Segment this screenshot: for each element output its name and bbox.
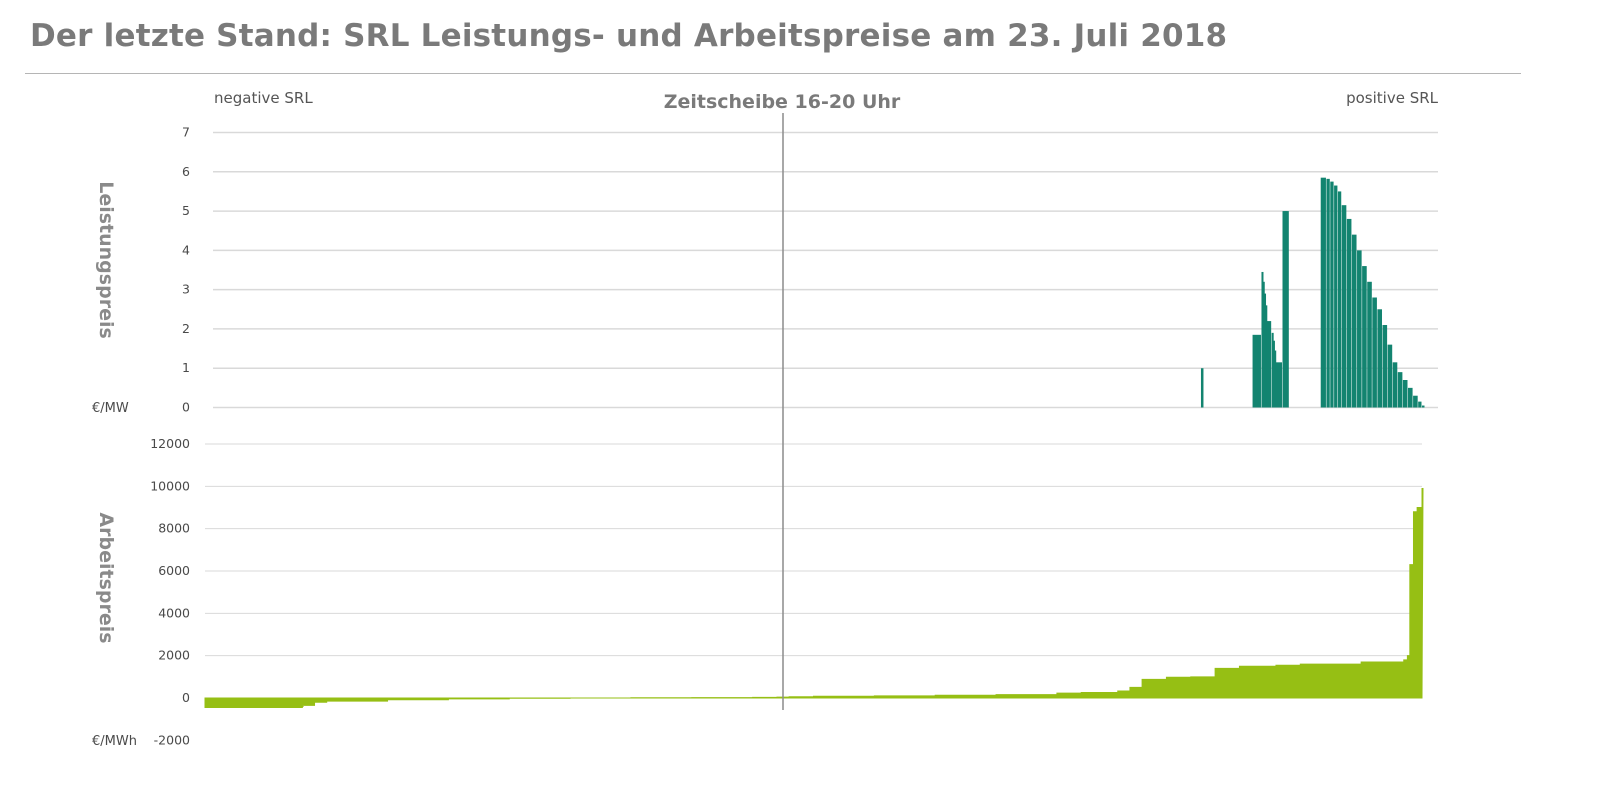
leistungspreis-bar (1337, 191, 1342, 408)
top-y-tick-label: 0 (182, 400, 190, 415)
leistungspreis-bar (1372, 297, 1377, 408)
grid-lines (205, 131, 1438, 699)
leistungspreis-bar (1266, 321, 1272, 408)
bottom-y-tick-label: 6000 (158, 563, 190, 578)
y-tick-labels: 7 6 5 4 3 2 1 0 12000 10000 8000 6000 4000 2000 0 -2000 (150, 125, 190, 748)
leistungspreis-bar (1326, 178, 1330, 408)
top-unit-label: €/MW (92, 401, 129, 416)
leistungspreis-bar (1272, 340, 1275, 408)
negative-srl-label: negative SRL (214, 89, 313, 107)
leistungspreis-bar (1200, 368, 1204, 408)
positive-srl-label: positive SRL (1346, 89, 1439, 107)
leistungspreis-bar (1264, 293, 1267, 408)
leistungspreis-bar (1422, 405, 1425, 408)
leistungspreis-bar (1357, 250, 1362, 408)
leistungspreis-bar (1397, 372, 1403, 408)
leistungspreis-bar (1351, 234, 1357, 408)
chart-title: Zeitscheibe 16-20 Uhr (664, 91, 901, 113)
bottom-axis-title: Arbeitspreis (95, 512, 117, 643)
leistungspreis-bar (1377, 309, 1383, 408)
top-y-tick-label: 3 (182, 282, 190, 297)
leistungspreis-bar (1341, 205, 1347, 408)
leistungspreis-bar (1382, 325, 1388, 408)
leistungspreis-bar (1413, 395, 1418, 408)
leistungspreis-bar (1286, 211, 1289, 408)
leistungspreis-bar (1387, 344, 1393, 408)
top-y-tick-label: 2 (182, 321, 190, 336)
leistungspreis-bar (1392, 362, 1398, 408)
bottom-y-tick-label: 0 (182, 690, 190, 705)
leistungspreis-bar (1262, 281, 1265, 408)
leistungspreis-bar (1271, 332, 1274, 408)
bottom-y-tick-label: 4000 (158, 605, 190, 620)
leistungspreis-bar (1265, 305, 1268, 408)
top-y-tick-label: 7 (182, 125, 190, 140)
leistungspreis-bar (1346, 218, 1352, 408)
leistungspreis-bar (1283, 211, 1286, 408)
top-y-tick-label: 4 (182, 242, 190, 257)
top-y-tick-label: 6 (182, 164, 190, 179)
leistungspreis-bar (1367, 281, 1372, 408)
leistungspreis-bar (1274, 350, 1277, 408)
leistungspreis-bar (1330, 181, 1334, 408)
top-y-tick-label: 1 (182, 360, 190, 375)
leistungspreis-bar (1407, 387, 1413, 408)
bottom-y-tick-label: 12000 (150, 436, 190, 451)
leistungspreis-bar (1334, 185, 1338, 408)
arbeitspreis-area (204, 487, 1424, 709)
bottom-y-tick-label: 10000 (150, 478, 190, 493)
bottom-y-tick-label: 2000 (158, 648, 190, 663)
title-rule (25, 73, 1521, 74)
bottom-y-tick-label: 8000 (158, 521, 190, 536)
bottom-y-tick-label: -2000 (154, 732, 190, 747)
page-title: Der letzte Stand: SRL Leistungs- und Arb… (30, 18, 1228, 54)
top-axis-title: Leistungspreis (95, 181, 117, 339)
leistungspreis-bar (1261, 271, 1264, 408)
leistungspreis-bar (1362, 266, 1367, 408)
leistungspreis-bar (1275, 362, 1282, 408)
leistungspreis-bar (1252, 334, 1261, 408)
leistungspreis-bar (1282, 211, 1285, 408)
leistungspreis-bar (1418, 401, 1422, 408)
leistungspreis-bar (1285, 211, 1288, 408)
top-y-tick-label: 5 (182, 203, 190, 218)
leistungspreis-bar (1402, 380, 1408, 408)
bottom-unit-label: €/MWh (92, 734, 137, 749)
chart-marks (204, 177, 1425, 709)
leistungspreis-bar (1320, 177, 1326, 408)
